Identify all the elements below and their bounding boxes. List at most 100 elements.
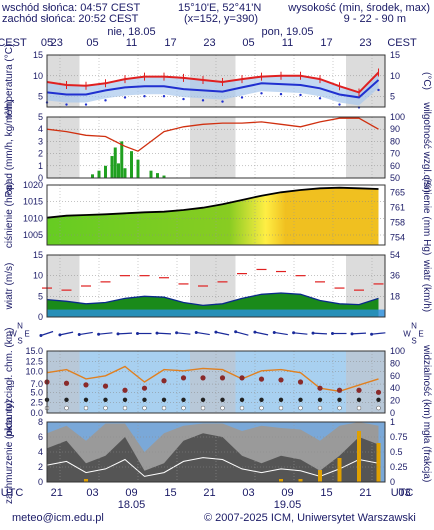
wind-direction-head — [370, 332, 374, 336]
utc-label-right: UTC — [391, 487, 414, 499]
cloud-top-point — [356, 387, 362, 393]
fog-bar — [84, 479, 88, 482]
temperature-max-line — [46, 71, 380, 94]
y2-tick-label: 0 — [390, 477, 395, 487]
rain-bar — [117, 163, 120, 178]
temperature-min-point — [279, 92, 283, 96]
y-tick-label: 4 — [38, 124, 43, 134]
bottom-hour-label: 21 — [51, 487, 63, 499]
cloud-mid-point — [298, 397, 303, 402]
wind-direction-head — [234, 330, 238, 334]
bottom-hour-label: 15 — [320, 487, 332, 499]
top-hour-label: 05 — [86, 37, 98, 49]
sunrise-text: wschód słońca: 04:57 CEST — [2, 2, 141, 14]
altitude-label: wysokość (min, środek, max) — [288, 2, 430, 14]
cloud-mid-point — [142, 397, 147, 402]
compass-label-n: N — [17, 322, 23, 331]
cloud-base-point — [317, 405, 323, 411]
rain-bar — [123, 168, 127, 178]
wind-speed-line — [46, 292, 379, 307]
temperature-min-point — [338, 103, 341, 106]
cloud-mid-point — [220, 397, 225, 402]
day-label-top: nie, 18.05 — [107, 26, 155, 38]
cloud-top-point — [336, 387, 343, 393]
y2-tick-label: 90 — [390, 124, 400, 134]
rain-bar — [120, 141, 124, 178]
wind-direction-arrow — [274, 331, 288, 336]
temperature-min-point — [143, 95, 146, 98]
footer-copyright: © 2007-2025 ICM, Uniwersytet Warszawski — [204, 512, 416, 524]
y-tick-label: 12.5 — [25, 356, 43, 366]
cloud-top-point — [141, 385, 148, 391]
top-hour-label: 05 — [242, 37, 254, 49]
y-axis-label: temperatura (°C) — [4, 44, 15, 119]
wind-direction-head — [331, 332, 334, 335]
footer-email[interactable]: meteo@icm.edu.pl — [12, 512, 104, 524]
compass-label-e: E — [24, 330, 29, 339]
bottom-hour-label: 09 — [281, 487, 293, 499]
cloud-mid-point — [122, 397, 128, 402]
temperature-min-point — [104, 99, 107, 102]
y-tick-label: 5 — [38, 112, 43, 122]
wind-calm-band — [47, 309, 385, 317]
wind-direction-arrow — [351, 332, 367, 335]
night-band — [190, 351, 236, 413]
y2-tick-label: 10 — [390, 71, 400, 81]
night-band — [47, 117, 80, 178]
rain-bar — [136, 159, 140, 178]
wind-direction-head — [214, 330, 218, 334]
visibility-line — [46, 365, 379, 393]
wind-direction-arrow — [371, 332, 386, 335]
cloud-base-point — [161, 405, 167, 411]
y2-tick-label: 758 — [390, 218, 405, 228]
temperature-min-point — [162, 95, 166, 98]
fog-bar — [318, 470, 322, 482]
rain-bar — [113, 147, 117, 178]
y2-tick-label: 0.5 — [390, 447, 403, 457]
y-tick-label: 15 — [33, 250, 43, 260]
cloud-base-point — [142, 405, 147, 411]
rain-bar — [156, 173, 159, 178]
cloud-top-point — [278, 377, 284, 383]
grid-point-text: (x=152, y=390) — [184, 13, 258, 25]
y-tick-label: 1 — [38, 161, 43, 171]
y-tick-label: 5 — [38, 291, 43, 301]
wind-direction-head — [39, 334, 43, 337]
cloud-base-point — [200, 405, 206, 411]
cloud-mid-point — [200, 397, 206, 402]
cloud-top-point — [258, 376, 265, 382]
cloud-base-point — [278, 405, 284, 411]
wind-direction-head — [350, 332, 354, 336]
wind-direction-head — [175, 331, 179, 335]
wind-direction-head — [292, 331, 296, 335]
compass-label-e: E — [418, 330, 423, 339]
bottom-hour-label: 15 — [164, 487, 176, 499]
cloud-base-point — [64, 405, 69, 411]
compass-label-s: S — [411, 337, 416, 346]
y2-tick-label: 0 — [390, 408, 395, 418]
cloud-top-point — [317, 385, 323, 391]
top-hour-label: 11 — [282, 37, 293, 49]
cloud-base-point — [122, 405, 128, 411]
y-tick-label: 0 — [38, 173, 43, 183]
fog-bar — [298, 479, 303, 482]
tz-label-left: CEST — [0, 37, 27, 49]
wind-direction-head — [136, 332, 139, 335]
y-tick-label: 2.5 — [30, 398, 43, 408]
cloud-base-point — [376, 405, 381, 411]
rain-bar — [162, 175, 166, 178]
fog-bar — [357, 431, 361, 482]
top-hour-label: 05 — [41, 37, 53, 49]
cloud-mid-point — [239, 397, 245, 402]
rain-bar — [97, 170, 101, 178]
y2-tick-label: 100 — [390, 112, 405, 122]
panel-6-border — [46, 421, 386, 483]
cloud-mid-point — [83, 397, 89, 402]
wind-direction-arrow — [312, 332, 328, 335]
compass-label-w: W — [9, 330, 17, 339]
y2-tick-label: 80 — [390, 136, 400, 146]
night-band — [346, 117, 385, 178]
fog-bar — [376, 443, 381, 482]
bottom-hour-label: 03 — [398, 487, 410, 499]
